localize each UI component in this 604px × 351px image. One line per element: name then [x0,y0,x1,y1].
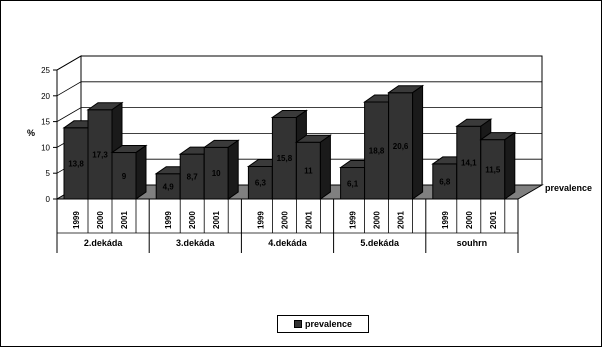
bar [271,116,297,200]
group-label: 5.dekáda [360,238,400,248]
year-label: 2001 [489,211,498,229]
y-tick-label: 5 [46,169,51,178]
bar-side [412,84,424,200]
data-label: 15,8 [277,154,293,163]
bar [480,139,506,200]
group-label: 4.dekáda [268,238,308,248]
year-label: 1999 [441,211,450,229]
y-tick-label: 10 [41,143,50,152]
bar-side [319,134,331,200]
data-label: 11,5 [485,165,501,174]
year-label: 1999 [256,211,265,229]
y-tick-label: 25 [41,66,50,75]
bars: 13,8 17,3 9 4,9 8,7 10 6,3 15,8 11 6,1 18,8 20,6 6,8… [62,84,517,200]
year-label: 2000 [465,211,474,229]
data-label: 4,9 [163,182,175,191]
group-label: souhrn [457,238,488,248]
bar [87,109,113,200]
legend-label: prevalence [304,319,353,329]
y-tick-label: 20 [41,92,50,101]
year-label: 2001 [304,211,313,229]
bar [179,153,205,200]
data-label: 6,1 [347,179,359,188]
data-label: 13,8 [68,159,84,168]
y-tick-label: 15 [41,118,50,127]
year-label: 2001 [397,211,406,229]
group-label: 3.dekáda [176,238,216,248]
data-label: 10 [212,169,221,178]
year-label: 2000 [373,211,382,229]
group-label: 2.dekáda [84,238,124,248]
year-label: 1999 [72,211,81,229]
year-label: 2000 [280,211,289,229]
gridline [56,55,542,71]
year-label: 2001 [212,211,221,229]
data-label: 6,8 [439,177,451,186]
gridline [56,81,542,97]
y-axis-ticks: 0 5 10 15 20 25 [41,66,57,204]
bar [340,167,366,200]
bar-side [135,144,147,200]
legend-swatch [293,320,302,328]
legend: prevalence [277,315,369,333]
data-label: 20,6 [393,142,409,151]
data-label: 11 [304,167,313,176]
year-label: 2000 [96,211,105,229]
data-label: 8,7 [187,173,199,182]
year-label: 2001 [120,211,129,229]
y-tick-label: 0 [46,195,51,204]
data-label: 6,3 [255,179,267,188]
y-axis-label: % [27,128,35,138]
year-label: 1999 [349,211,358,229]
data-label: 9 [122,172,127,181]
bar-side [227,139,239,200]
bar [63,127,89,200]
year-label: 1999 [164,211,173,229]
bar-side [504,131,516,200]
data-label: 18,8 [369,146,385,155]
data-label: 17,3 [92,150,108,159]
data-label: 14,1 [461,159,477,168]
year-label: 2000 [188,211,197,229]
series-axis-label: prevalence [545,183,592,193]
bar [295,141,321,200]
